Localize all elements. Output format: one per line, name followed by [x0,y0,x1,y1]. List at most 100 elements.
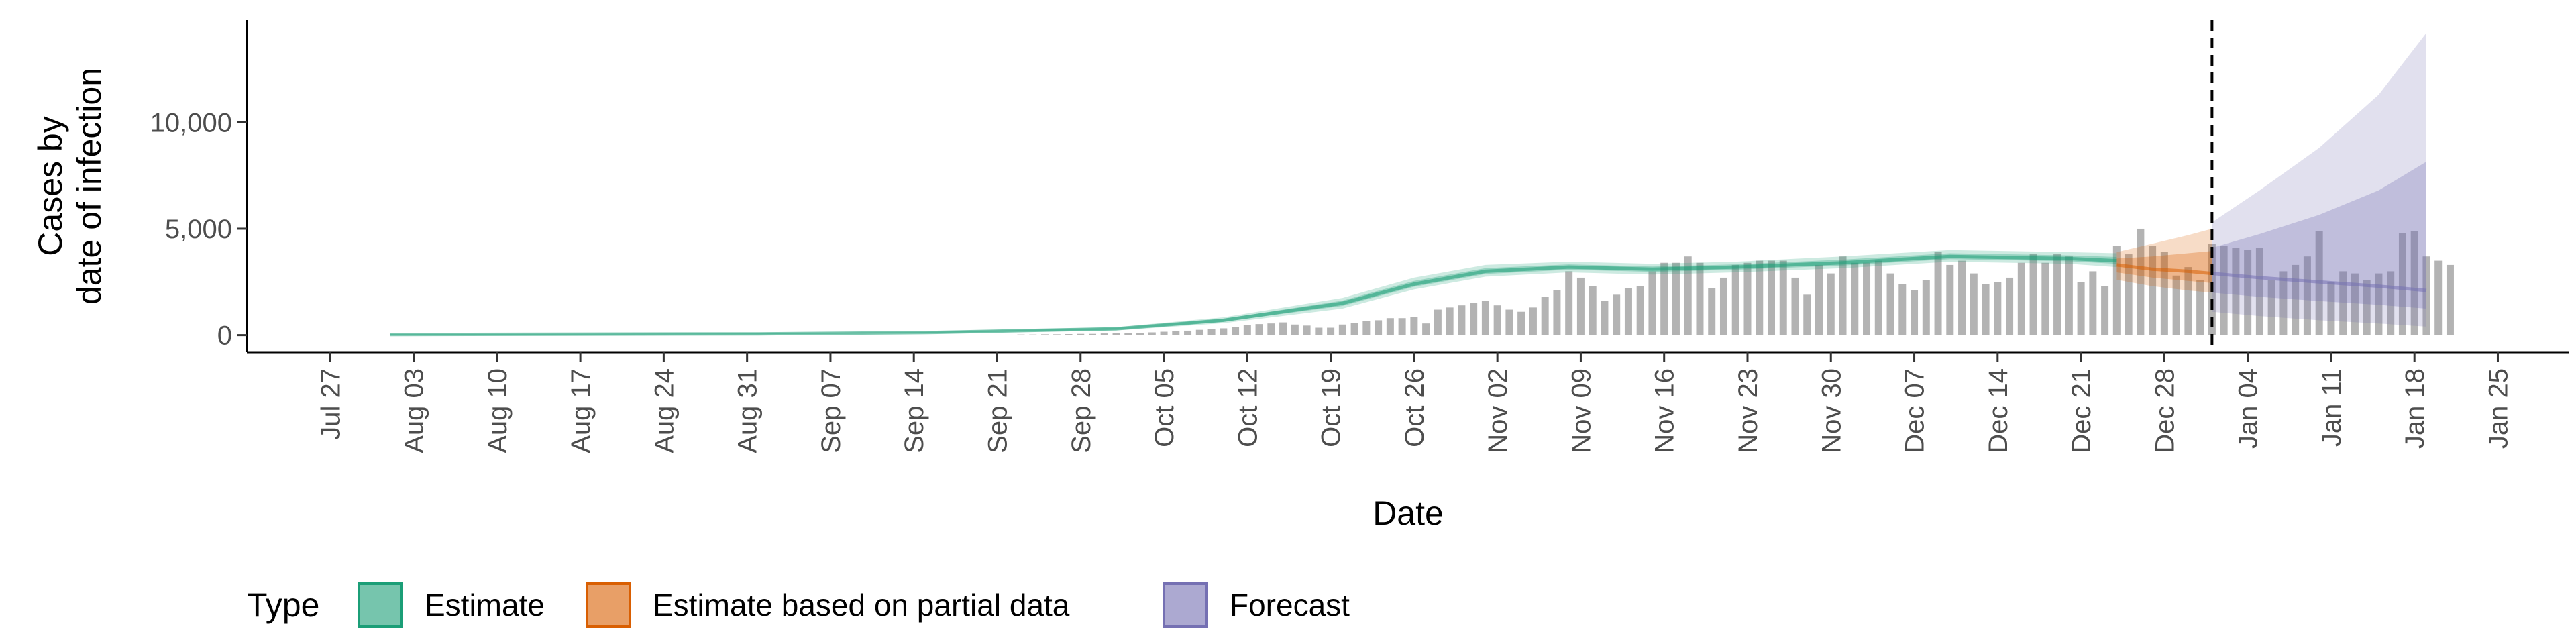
case-bar [2172,275,2180,335]
case-bar [1815,264,1823,335]
case-bar [1994,282,2002,335]
x-tick-label: Dec 14 [1984,368,2013,453]
case-bar [1827,273,1835,335]
case-bar [1803,294,1811,335]
x-tick-label: Jul 27 [316,368,345,440]
case-bar [1672,262,1680,335]
case-bar [1791,277,1799,335]
case-bar [1779,260,1787,335]
case-bar [2446,264,2454,335]
x-axis-title: Date [1373,494,1444,532]
x-tick-label: Jan 25 [2483,368,2513,449]
case-bar [1279,322,1287,335]
case-bar [2160,252,2168,335]
case-bar [2041,262,2049,335]
x-tick-label: Oct 26 [1400,368,1430,447]
case-bar [1148,332,1156,335]
x-tick-label: Jan 04 [2234,368,2263,449]
case-bar [2375,273,2383,335]
case-bar [2196,280,2204,335]
case-bar [1434,309,1442,335]
case-bar [1517,311,1525,335]
case-bar [2220,246,2228,335]
legend-key [358,582,403,628]
case-bar [1898,284,1907,335]
x-tick-label: Oct 12 [1233,368,1263,447]
case-bar [1112,333,1120,335]
case-bar [1172,331,1180,335]
x-tick-label: Nov 23 [1733,368,1763,453]
x-tick-label: Sep 28 [1067,368,1096,453]
case-bar [1922,280,1930,335]
x-tick-label: Aug 17 [566,368,596,453]
y-tick-label: 10,000 [150,108,232,138]
case-bar [1243,325,1251,335]
case-bar [2387,271,2395,335]
case-bar [2232,248,2240,335]
case-bar [1255,324,1263,335]
case-bar [1613,294,1621,335]
case-bar [1220,328,1228,335]
x-tick-label: Dec 21 [2067,368,2096,453]
x-tick-label: Aug 10 [483,368,513,453]
case-bar [1541,297,1549,335]
case-bar [2339,271,2347,335]
case-bar [1505,309,1513,335]
case-bar [2255,248,2263,335]
case-bar [1601,301,1609,335]
case-bar [1458,305,1466,335]
estimate-outer-ribbon [390,250,2117,335]
x-tick-label: Nov 30 [1817,368,1846,453]
x-tick-label: Jan 18 [2400,368,2430,449]
case-bar [1422,323,1430,335]
x-tick-label: Dec 28 [2150,368,2180,453]
case-bar [1065,334,1073,335]
case-bar [1184,330,1192,335]
x-tick-label: Aug 24 [649,368,679,453]
case-bar [2184,267,2192,335]
case-bar [2077,282,2085,335]
x-tick-label: Nov 09 [1566,368,1596,453]
case-bar [2351,273,2359,335]
case-bar [1315,327,1323,335]
case-bar [1743,262,1752,335]
case-bar [2422,256,2430,335]
case-bar [1350,323,1358,335]
forecast-median-line [2212,272,2427,292]
plot-area [386,20,2454,352]
case-bar [1886,273,1894,335]
x-tick-label: Sep 21 [983,368,1012,453]
case-bar [2244,250,2252,335]
y-axis-title-line: date of infection [70,68,108,305]
case-bar [2267,280,2275,335]
case-bar [1470,303,1478,335]
case-bar [1589,286,1597,335]
case-bar [1208,329,1216,335]
case-bar [1624,288,1632,335]
case-bar [2292,264,2300,335]
case-bar [2006,277,2014,335]
case-bar [1136,333,1144,335]
case-bar [2089,271,2097,335]
x-tick-label: Aug 31 [733,368,763,453]
forecast-inner-ribbon [2212,162,2426,309]
case-bar [1195,329,1203,335]
y-tick-label: 5,000 [165,215,232,244]
x-tick-label: Oct 19 [1317,368,1346,447]
case-bar [1386,318,1394,335]
x-tick-label: Aug 03 [400,368,429,453]
case-bar [2029,254,2037,335]
estimate-based-on-partial-data-inner-ribbon [2116,251,2212,283]
case-bar [1696,262,1704,335]
case-bar [1648,271,1656,335]
case-bar [1327,327,1335,335]
case-bar [2303,256,2311,335]
case-bar [1660,262,1668,335]
x-tick-label: Jan 11 [2317,368,2347,447]
case-bar [1636,286,1644,335]
case-bar [1160,331,1168,335]
estimate-based-on-partial-data-median-line [2116,263,2212,276]
legend: Type Estimate Estimate based on partial da… [247,582,1350,628]
case-bar [2125,254,2133,335]
